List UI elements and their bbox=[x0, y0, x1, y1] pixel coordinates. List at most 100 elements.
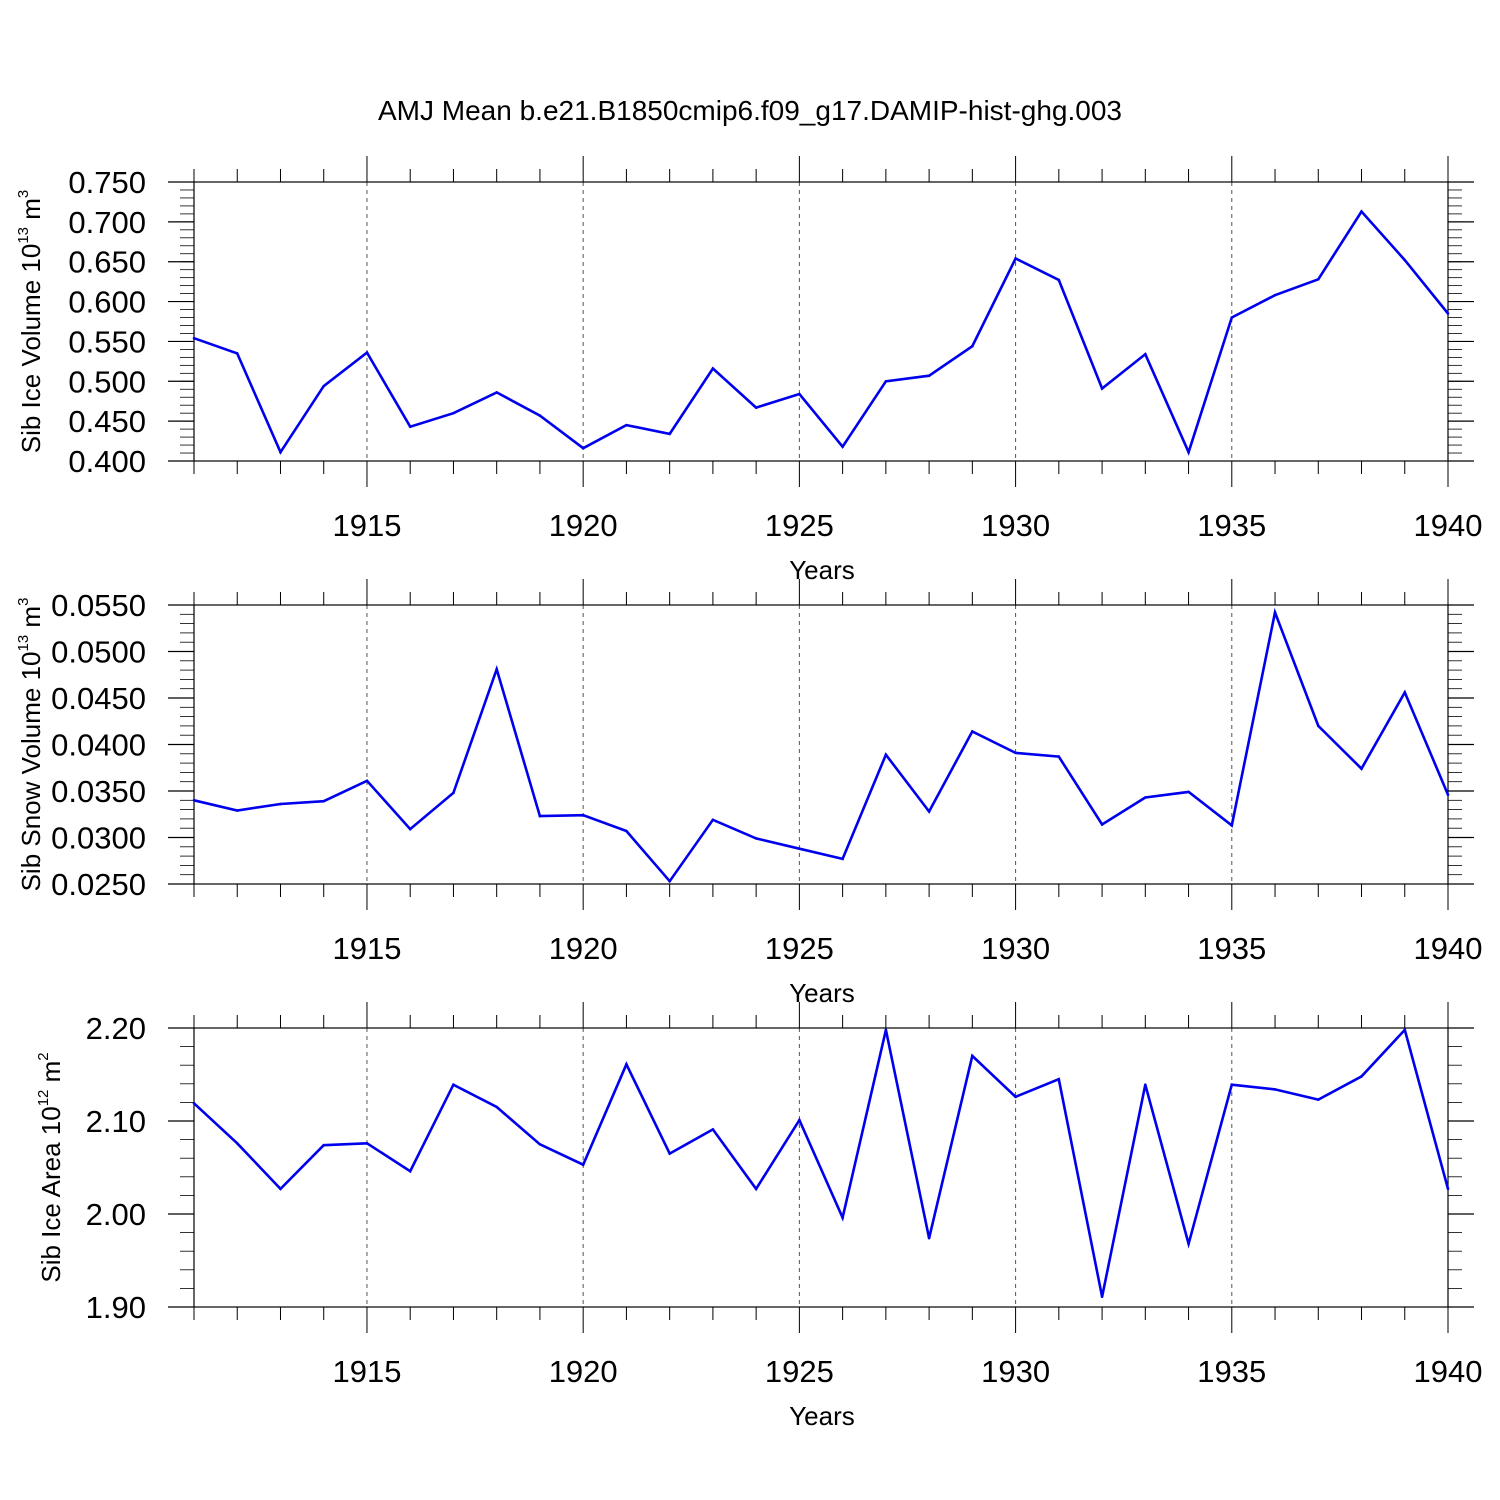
data-point bbox=[1057, 755, 1061, 758]
data-point bbox=[1273, 1088, 1277, 1091]
data-point bbox=[971, 1054, 974, 1058]
x-tick-label: 1915 bbox=[332, 508, 401, 543]
y-axis-label-unit-sup: 2 bbox=[35, 1052, 52, 1060]
data-point bbox=[668, 1152, 671, 1155]
data-point bbox=[1187, 790, 1190, 794]
panel-snow-volume: 0.0250 0.0300 0.0350 0.0400 0.0450 0.0500 0.05… bbox=[15, 579, 1482, 1008]
y-axis-label-unit: m bbox=[36, 1061, 66, 1090]
y-tick-label: 2.10 bbox=[86, 1104, 146, 1139]
data-point bbox=[1403, 691, 1407, 694]
data-point bbox=[235, 1142, 239, 1145]
data-point bbox=[798, 1118, 801, 1122]
plot-frame bbox=[193, 604, 1449, 885]
data-point bbox=[538, 1142, 542, 1146]
data-point bbox=[754, 406, 758, 409]
data-point bbox=[365, 351, 369, 354]
y-axis-label-unit: m bbox=[16, 198, 46, 227]
y-axis-label-unit: m bbox=[16, 606, 46, 635]
y-axis-label-unit-sup: 3 bbox=[15, 190, 32, 198]
data-point bbox=[1014, 751, 1017, 755]
data-point bbox=[1014, 257, 1017, 260]
x-tick-label: 1935 bbox=[1197, 1354, 1266, 1389]
data-point bbox=[841, 857, 844, 861]
data-point bbox=[1230, 316, 1234, 319]
y-axis-label-main: Sib Ice Area 10 bbox=[36, 1106, 66, 1282]
y-tick-label: 0.500 bbox=[68, 364, 146, 399]
data-point bbox=[1360, 767, 1363, 770]
x-tick-label: 1930 bbox=[981, 1354, 1050, 1389]
x-tick-label: 1925 bbox=[765, 508, 834, 543]
data-point bbox=[581, 446, 585, 450]
x-tick-label: 1920 bbox=[549, 931, 618, 966]
data-point bbox=[1403, 1028, 1407, 1032]
data-point bbox=[452, 1083, 455, 1087]
data-point bbox=[841, 1216, 844, 1220]
panel-ice-volume: 0.400 0.450 0.500 0.550 0.600 0.650 0.700 0.750… bbox=[15, 156, 1482, 585]
y-tick-label: 0.0250 bbox=[51, 867, 146, 902]
y-tick-label: 0.0550 bbox=[51, 588, 146, 623]
data-point bbox=[927, 1236, 931, 1240]
data-point bbox=[452, 791, 455, 795]
data-point bbox=[927, 374, 931, 378]
x-tick-label: 1940 bbox=[1414, 931, 1483, 966]
y-axis-label: Sib Snow Volume 1013 m3 bbox=[15, 598, 46, 892]
data-point bbox=[927, 810, 931, 813]
x-tick-label: 1920 bbox=[549, 508, 618, 543]
data-point bbox=[581, 813, 585, 817]
data-point bbox=[1057, 278, 1061, 282]
series-line bbox=[193, 607, 1450, 884]
y-tick-label: 0.0450 bbox=[51, 681, 146, 716]
y-tick-label: 0.750 bbox=[68, 165, 146, 200]
y-tick-label: 0.700 bbox=[68, 205, 146, 240]
data-point bbox=[971, 730, 974, 733]
data-point bbox=[279, 450, 282, 454]
data-point bbox=[625, 829, 628, 833]
x-axis-label: Years bbox=[789, 1401, 855, 1431]
data-point bbox=[495, 391, 498, 394]
x-tick-label: 1920 bbox=[549, 1354, 618, 1389]
data-point bbox=[1144, 1083, 1147, 1087]
data-point bbox=[1316, 277, 1320, 281]
y-axis-label-sup: 12 bbox=[35, 1090, 52, 1107]
data-point bbox=[235, 352, 239, 355]
data-point bbox=[798, 392, 801, 396]
y-tick-label: 0.600 bbox=[68, 285, 146, 320]
data-point bbox=[1100, 823, 1104, 826]
x-tick-label: 1940 bbox=[1414, 1354, 1483, 1389]
data-point bbox=[192, 1102, 196, 1105]
y-axis-label-sup: 13 bbox=[15, 227, 32, 244]
data-point bbox=[495, 667, 498, 671]
y-tick-label: 0.550 bbox=[68, 324, 146, 359]
data-point bbox=[1360, 1075, 1363, 1078]
x-tick-label: 1915 bbox=[332, 1354, 401, 1389]
data-point bbox=[1273, 611, 1277, 614]
data-point bbox=[1057, 1077, 1061, 1081]
x-tick-label: 1930 bbox=[981, 508, 1050, 543]
data-point bbox=[1230, 1083, 1234, 1087]
data-point bbox=[1230, 824, 1234, 827]
y-axis-label-main: Sib Ice Volume 10 bbox=[16, 244, 46, 454]
data-point bbox=[1316, 724, 1320, 728]
data-point bbox=[322, 799, 326, 803]
data-point bbox=[971, 344, 974, 348]
data-point bbox=[1273, 293, 1277, 297]
y-tick-label: 0.650 bbox=[68, 245, 146, 280]
data-point bbox=[322, 1143, 326, 1147]
data-point bbox=[452, 411, 455, 415]
data-point bbox=[798, 847, 801, 850]
data-point bbox=[625, 423, 628, 427]
data-point bbox=[711, 818, 715, 822]
data-point bbox=[365, 1142, 369, 1145]
y-tick-label: 2.00 bbox=[86, 1197, 146, 1232]
y-tick-label: 0.400 bbox=[68, 444, 146, 479]
data-point bbox=[495, 1105, 498, 1109]
data-point bbox=[625, 1062, 628, 1066]
data-point bbox=[322, 384, 326, 388]
data-point bbox=[1187, 450, 1190, 454]
x-tick-label: 1925 bbox=[765, 1354, 834, 1389]
data-point bbox=[668, 879, 671, 883]
x-tick-label: 1940 bbox=[1414, 508, 1483, 543]
data-point bbox=[1100, 1295, 1104, 1299]
plot-frame bbox=[193, 1027, 1449, 1308]
